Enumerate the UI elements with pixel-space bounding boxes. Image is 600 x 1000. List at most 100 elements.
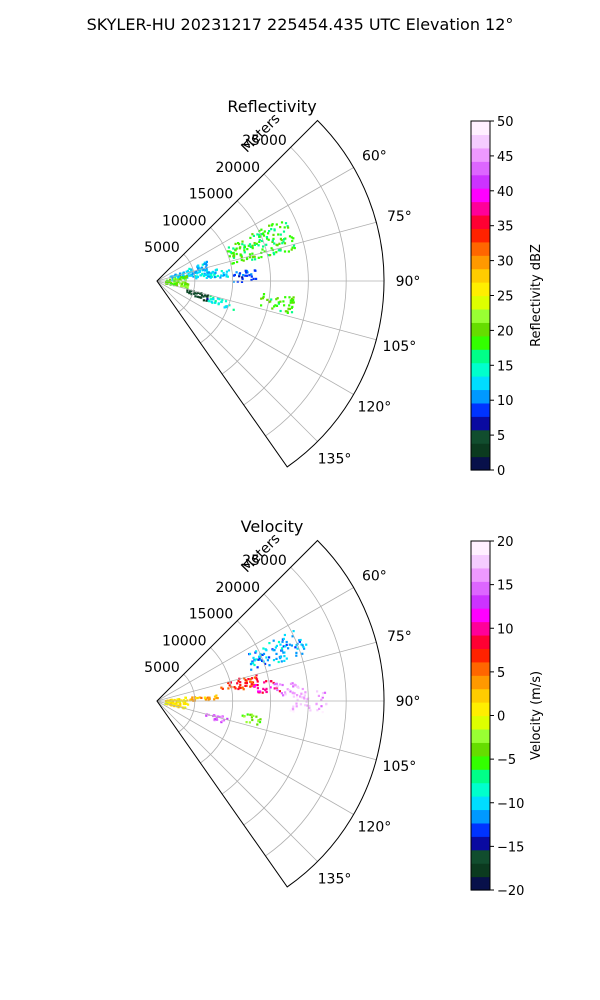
echo-pixel bbox=[189, 289, 192, 292]
echo-pixel bbox=[177, 701, 180, 704]
echo-pixel bbox=[197, 266, 200, 269]
echo-pixel bbox=[250, 273, 253, 276]
echo-pixel bbox=[178, 272, 182, 275]
colorbar-segment bbox=[471, 541, 490, 556]
echo-pixel bbox=[265, 687, 268, 690]
echo-pixel bbox=[284, 693, 287, 696]
echo-pixel bbox=[253, 255, 256, 258]
echo-pixel bbox=[245, 274, 249, 277]
echo-pixel bbox=[291, 301, 294, 304]
echo-pixel bbox=[196, 295, 199, 298]
echo-pixel bbox=[170, 282, 173, 286]
echo-pixel bbox=[276, 688, 279, 692]
echo-pixel bbox=[179, 704, 182, 707]
echo-pixel bbox=[232, 256, 236, 259]
colorbar-segment bbox=[471, 594, 490, 609]
echo-pixel bbox=[265, 243, 268, 246]
echo-pixel bbox=[252, 662, 255, 665]
echo-pixel bbox=[252, 714, 255, 717]
echo-pixel bbox=[271, 223, 274, 226]
echo-pixel bbox=[251, 244, 254, 247]
echo-pixel bbox=[248, 243, 252, 246]
echo-pixel bbox=[165, 702, 169, 705]
echo-pixel bbox=[246, 257, 249, 260]
echo-pixel bbox=[182, 273, 185, 277]
echo-pixel bbox=[243, 244, 246, 247]
echo-pixel bbox=[303, 647, 306, 650]
echo-pixel bbox=[200, 294, 204, 297]
echo-pixel bbox=[270, 228, 273, 231]
echo-pixel bbox=[205, 299, 208, 302]
echo-pixel bbox=[245, 721, 248, 724]
echo-pixel bbox=[226, 275, 229, 278]
echo-pixel bbox=[250, 661, 253, 664]
echo-pixel bbox=[261, 239, 264, 243]
colorbar-segment bbox=[471, 282, 490, 297]
echo-pixel bbox=[279, 233, 282, 236]
echo-pixel bbox=[286, 310, 289, 313]
azimuth-tick-label: 105° bbox=[383, 759, 417, 775]
echo-pixel bbox=[250, 684, 253, 688]
echo-pixel bbox=[277, 233, 280, 236]
echo-pixel bbox=[248, 652, 252, 655]
echo-pixel bbox=[237, 680, 240, 683]
colorbar-segment bbox=[471, 322, 490, 337]
echo-pixel bbox=[264, 648, 267, 651]
echo-pixel bbox=[186, 269, 190, 272]
echo-pixel bbox=[275, 644, 278, 647]
echo-pixel bbox=[200, 296, 203, 299]
colorbar-tick-label: 40 bbox=[497, 185, 514, 200]
echo-pixel bbox=[251, 718, 254, 722]
echo-pixel bbox=[295, 705, 298, 708]
colorbar-tick-label: 20 bbox=[497, 324, 514, 339]
echo-pixel bbox=[245, 681, 248, 685]
echo-pixel bbox=[218, 715, 221, 718]
echo-pixel bbox=[278, 242, 281, 245]
echo-pixel bbox=[261, 297, 265, 300]
echo-pixel bbox=[284, 237, 287, 240]
echo-pixel bbox=[263, 250, 266, 253]
echo-pixel bbox=[249, 680, 252, 683]
echo-pixel bbox=[262, 232, 265, 235]
echo-pixel bbox=[268, 230, 271, 233]
echo-pixel bbox=[246, 713, 249, 716]
echo-pixel bbox=[288, 689, 291, 692]
colorbar-segment bbox=[471, 836, 490, 851]
echo-pixel bbox=[202, 268, 205, 271]
echo-pixel bbox=[203, 696, 206, 699]
echo-pixel bbox=[273, 649, 276, 652]
echo-pixel bbox=[178, 282, 181, 285]
echo-pixel bbox=[290, 236, 293, 239]
echo-pixel bbox=[253, 676, 256, 679]
echo-pixel bbox=[180, 699, 183, 702]
colorbar-segment bbox=[471, 456, 490, 471]
echo-pixel bbox=[207, 273, 210, 276]
echo-pixel bbox=[204, 698, 208, 701]
echo-pixel bbox=[216, 274, 220, 278]
echo-pixel bbox=[184, 281, 187, 284]
echo-pixel bbox=[171, 702, 174, 705]
echo-pixel bbox=[289, 682, 293, 685]
echo-pixel bbox=[299, 695, 302, 698]
echo-pixel bbox=[213, 698, 216, 701]
echo-pixel bbox=[292, 630, 295, 633]
echo-pixel bbox=[209, 298, 212, 301]
echo-pixel bbox=[216, 718, 219, 721]
echo-pixel bbox=[282, 240, 285, 243]
echo-pixel bbox=[224, 300, 228, 303]
echo-pixel bbox=[181, 282, 184, 285]
echo-pixel bbox=[321, 694, 324, 697]
echo-pixel bbox=[260, 233, 263, 236]
echo-pixel bbox=[205, 269, 209, 272]
colorbar-segment bbox=[471, 295, 490, 310]
echo-pixel bbox=[204, 273, 207, 276]
echo-pixel bbox=[195, 292, 198, 295]
echo-pixel bbox=[316, 709, 319, 712]
echo-pixel bbox=[244, 684, 247, 687]
echo-pixel bbox=[262, 245, 265, 248]
echo-pixel bbox=[283, 659, 286, 662]
echo-pixel bbox=[244, 269, 247, 272]
echo-pixel bbox=[211, 298, 214, 301]
echo-pixel bbox=[275, 304, 279, 307]
echo-pixel bbox=[270, 224, 273, 227]
